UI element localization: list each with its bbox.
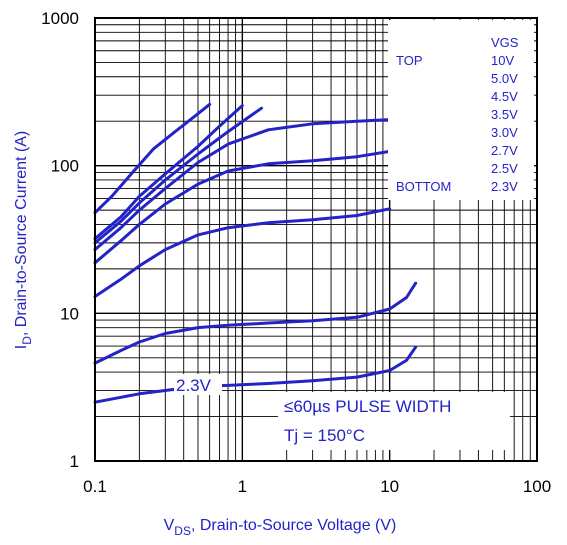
legend-bottom-label: BOTTOM [396,179,451,194]
curve-label-group: 2.3V [174,374,222,395]
legend: TOP BOTTOM VGS 10V 5.0V 4.5V 3.5V 3.0V 2.7V 2.… [388,20,534,200]
junction-temperature-note: Tj = 150°C [284,426,365,445]
x-tick-label: 1 [238,477,247,496]
legend-entry: 2.5V [491,161,518,176]
legend-header: VGS [491,35,519,50]
x-axis-label-subscript: DS [174,524,191,538]
series-layer [93,102,418,404]
legend-top-label: TOP [396,53,423,68]
y-axis-label-rest: , Drain-to-Source Current (A) [13,131,30,336]
series-line-5 [93,149,392,265]
y-axis-label: ID, Drain-to-Source Current (A) [13,131,34,350]
curve-label-background [174,374,222,395]
series-line-7 [93,281,418,365]
y-tick-label: 100 [51,157,79,176]
legend-entry: 4.5V [491,89,518,104]
x-tick-label: 100 [523,477,551,496]
pulse-width-note: ≤60µs PULSE WIDTH [284,397,451,416]
x-axis-label-prefix: V [164,517,175,534]
y-tick-labels: 1 10 100 1000 [41,9,79,471]
series-line-6 [93,207,392,298]
legend-entry: 2.3V [491,179,518,194]
pulse-note: ≤60µs PULSE WIDTH Tj = 150°C [278,392,510,450]
x-tick-labels: 0.1 1 10 100 [83,477,551,496]
y-tick-label: 1000 [41,9,79,28]
legend-background [388,20,534,200]
y-tick-label: 1 [70,452,79,471]
x-axis-label-rest: , Drain-to-Source Voltage (V) [191,517,396,534]
plot-frame [94,17,538,462]
y-axis-label-prefix: I [13,345,30,349]
legend-entry: 10V [491,53,514,68]
x-axis-label: VDS, Drain-to-Source Voltage (V) [164,517,397,538]
legend-entry: 3.5V [491,107,518,122]
x-tick-label: 10 [380,477,399,496]
series-line-2 [93,104,244,241]
legend-entries: 10V 5.0V 4.5V 3.5V 3.0V 2.7V 2.5V 2.3V [491,53,518,194]
series-line-1 [93,102,212,215]
series-line-3 [93,106,263,245]
curve-label-2-3v: 2.3V [176,376,212,395]
legend-entry: 2.7V [491,143,518,158]
series-line-4 [93,118,392,252]
legend-entry: 5.0V [491,71,518,86]
legend-entry: 3.0V [491,125,518,140]
series-line-8 [93,345,418,404]
y-tick-label: 10 [60,304,79,323]
pulse-note-background [278,392,510,450]
y-axis-label-subscript: D [20,336,34,345]
x-tick-label: 0.1 [83,477,107,496]
